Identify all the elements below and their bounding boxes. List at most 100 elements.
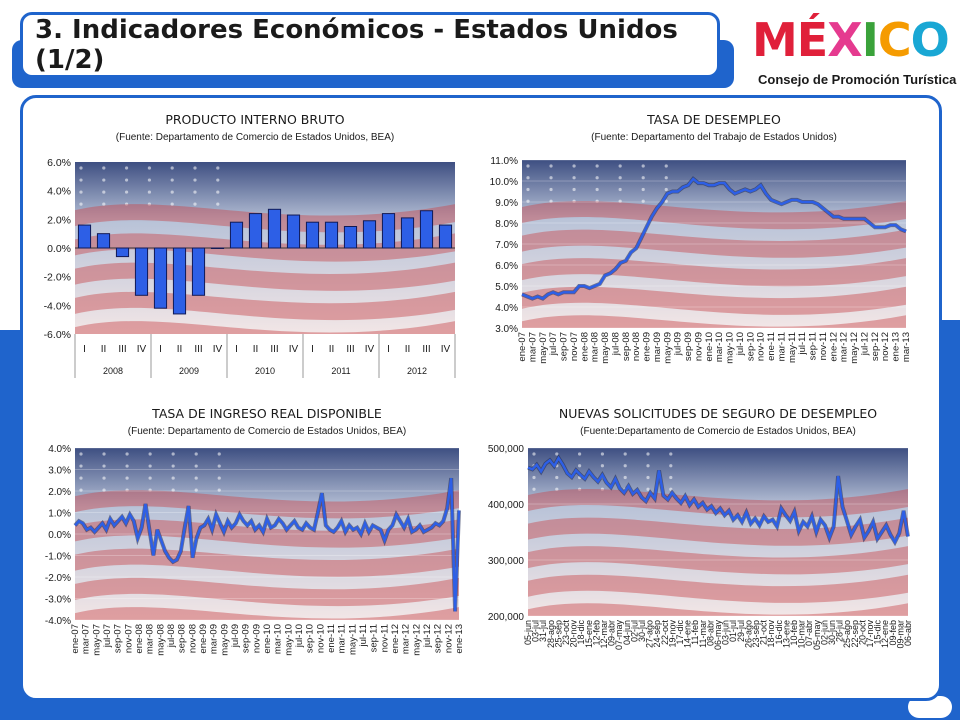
quarter-label: I <box>387 344 390 355</box>
x-tick-label: 28-jul <box>835 620 845 642</box>
quarter-label: IV <box>441 344 451 355</box>
x-tick-label: sep-09 <box>241 624 252 653</box>
quarter-label: IV <box>289 344 299 355</box>
x-tick-label: sep-08 <box>177 624 188 653</box>
x-tick-label: 07-may <box>614 620 624 651</box>
x-tick-label: may-11 <box>787 332 798 363</box>
y-tick-label: 4.0% <box>48 444 71 455</box>
x-tick-label: 17-dic <box>675 620 685 645</box>
x-tick-label: may-08 <box>155 624 166 656</box>
x-tick-label: 07-abr <box>804 620 814 646</box>
quarter-label: III <box>346 344 354 355</box>
x-tick-label: mar-10 <box>273 624 284 654</box>
x-tick-label: 02-jul <box>629 620 639 642</box>
x-tick-label: sep-08 <box>621 332 632 361</box>
x-tick-label: sep-10 <box>305 624 316 653</box>
x-tick-label: 09-abr <box>607 620 617 646</box>
y-tick-label: -6.0% <box>44 329 71 341</box>
title-box: 3. Indicadores Económicos - Estados Unid… <box>20 12 720 78</box>
mexico-logo: MÉXICO Consejo de Promoción Turística <box>752 12 956 92</box>
y-tick-label: 1.0% <box>48 509 71 520</box>
x-tick-label: ene-08 <box>579 332 590 362</box>
bar <box>153 247 168 309</box>
x-tick-label: 18-nov <box>766 620 776 648</box>
logo-subtitle: Consejo de Promoción Turística <box>758 72 957 87</box>
x-tick-label: 16-dic <box>774 620 784 645</box>
bar <box>362 220 377 249</box>
x-tick-label: jul-07 <box>548 332 559 356</box>
x-tick-label: 01-jul <box>728 620 738 642</box>
x-tick-label: 18-dic <box>576 620 586 645</box>
x-tick-label: may-09 <box>219 624 230 656</box>
flag-background <box>522 160 906 328</box>
x-tick-label: 21-oct <box>759 620 769 646</box>
x-tick-label: nov-10 <box>756 332 767 361</box>
y-tick-label: 0.0% <box>47 243 71 255</box>
x-tick-label: nov-07 <box>123 624 134 653</box>
x-tick-label: jul-12 <box>859 332 870 356</box>
x-tick-label: 10-mar <box>797 620 807 649</box>
x-tick-label: jul-08 <box>166 624 177 648</box>
y-tick-label: 0.0% <box>48 530 71 541</box>
quarter-label: IV <box>137 344 147 355</box>
y-tick-label: 2.0% <box>48 487 71 498</box>
x-tick-label: mar-08 <box>590 332 601 362</box>
x-tick-label: nov-11 <box>818 332 829 360</box>
logo-letter: M <box>752 13 798 67</box>
x-tick-label: mar-13 <box>901 332 912 362</box>
x-tick-label: 12-feb <box>591 620 601 646</box>
x-tick-label: mar-11 <box>776 332 787 361</box>
x-tick-label: jul-10 <box>294 624 305 648</box>
x-tick-label: 22-oct <box>660 620 670 646</box>
x-tick-label: mar-07 <box>81 624 92 654</box>
x-tick-label: nov-07 <box>569 332 580 361</box>
bar <box>96 233 111 249</box>
x-tick-label: 31-jul <box>538 620 548 642</box>
x-tick-label: 09-feb <box>888 620 898 646</box>
y-tick-label: -1.0% <box>45 552 71 563</box>
quarter-label: I <box>83 344 86 355</box>
charts-panel: PRODUCTO INTERNO BRUTO (Fuente: Departame… <box>20 95 942 701</box>
x-tick-label: mar-08 <box>145 624 156 654</box>
chart-desempleo: TASA DE DESEMPLEO (Fuente: Departamento d… <box>478 104 918 394</box>
bar <box>305 221 320 249</box>
x-tick-label: ene-12 <box>390 624 401 654</box>
x-tick-label: ene-07 <box>517 332 528 362</box>
x-tick-label: 28-ago <box>546 620 556 648</box>
flag-background <box>75 162 455 334</box>
y-tick-label: 5.0% <box>495 282 518 293</box>
x-tick-label: 12-ene <box>880 620 890 648</box>
logo-letter: C <box>877 13 912 67</box>
series-line <box>527 455 910 545</box>
chart-title: TASA DE DESEMPLEO <box>646 112 781 127</box>
x-tick-label: nov-10 <box>315 624 326 653</box>
page-title: 3. Indicadores Económicos - Estados Unid… <box>35 15 678 75</box>
x-tick-label: jul-09 <box>673 332 684 356</box>
y-tick-label: 6.0% <box>47 157 71 169</box>
x-tick-label: jul-11 <box>358 624 369 648</box>
chart-ingreso: TASA DE INGRESO REAL DISPONIBLE (Fuente: … <box>31 398 471 698</box>
quarter-label: II <box>177 344 183 355</box>
x-tick-label: 11-feb <box>690 620 700 645</box>
bar <box>77 224 92 249</box>
bar <box>210 247 225 249</box>
year-label: 2012 <box>407 366 427 376</box>
bar <box>115 247 130 258</box>
y-tick-label: 6.0% <box>495 261 518 272</box>
x-tick-label: ene-11 <box>326 624 337 653</box>
x-tick-label: mar-09 <box>652 332 663 362</box>
y-tick-label: 3.0% <box>48 466 71 477</box>
quarter-label: I <box>159 344 162 355</box>
chart-title: NUEVAS SOLICITUDES DE SEGURO DE DESEMPLE… <box>559 406 877 421</box>
bar <box>248 213 263 249</box>
x-tick-label: nov-08 <box>187 624 198 653</box>
year-label: 2010 <box>255 366 275 376</box>
x-tick-label: sep-11 <box>369 624 380 652</box>
x-tick-label: ene-09 <box>642 332 653 362</box>
y-tick-label: 300,000 <box>488 556 525 567</box>
quarter-label: IV <box>213 344 223 355</box>
y-tick-label: -4.0% <box>45 616 71 627</box>
x-tick-label: ene-10 <box>704 332 715 362</box>
bar <box>343 226 358 249</box>
x-tick-label: 19-nov <box>667 620 677 648</box>
